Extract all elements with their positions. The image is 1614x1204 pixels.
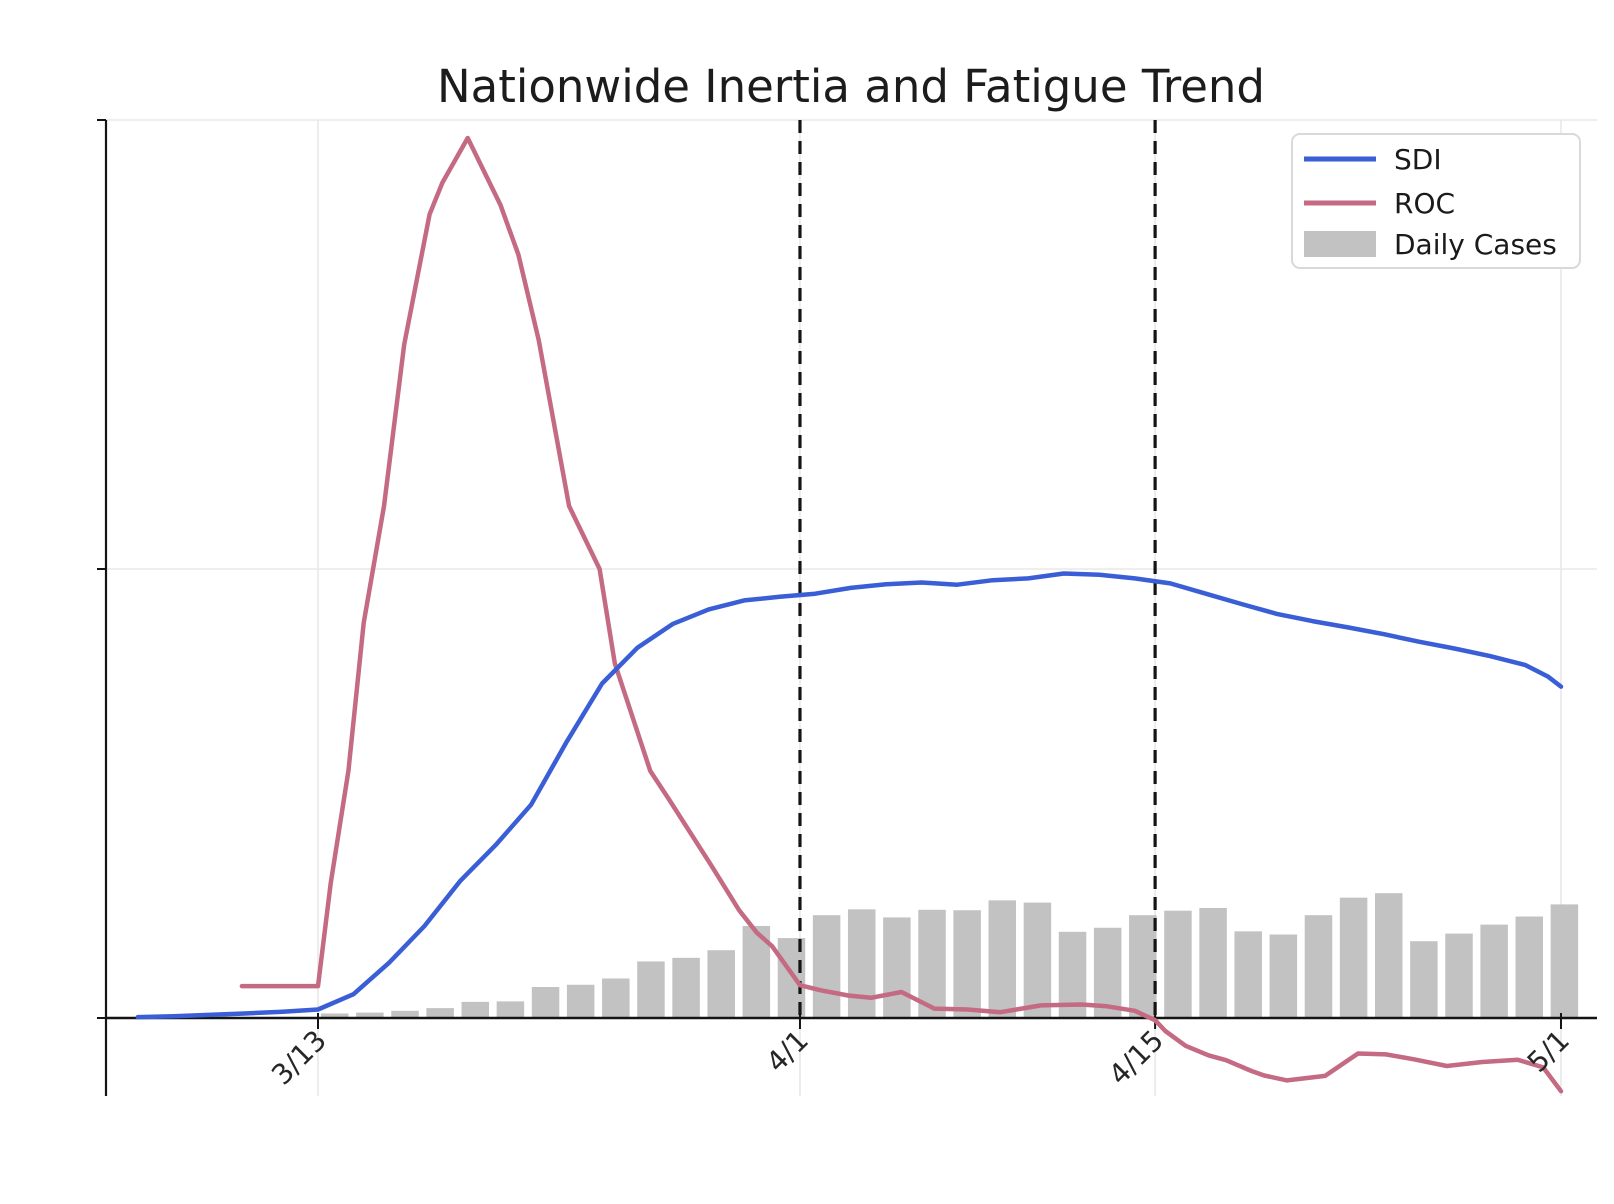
- bar: [461, 1001, 490, 1018]
- bar: [1234, 931, 1262, 1018]
- bar: [988, 900, 1017, 1018]
- chart-title: Nationwide Inertia and Fatigue Trend: [437, 60, 1265, 113]
- bar: [391, 1010, 419, 1018]
- bar: [1199, 907, 1227, 1018]
- bar: [812, 915, 841, 1018]
- chart-figure: 3/13 4/1 4/15 5/1 Nationwide Inertia and Fa…: [40, 16, 1614, 1188]
- bar: [356, 1012, 384, 1018]
- legend-entry-roc: ROC: [1304, 187, 1455, 220]
- bar: [847, 909, 876, 1018]
- bar: [496, 1001, 525, 1018]
- bar: [672, 957, 700, 1018]
- legend-bar-sample: [1304, 231, 1376, 257]
- x-tick-label: 4/1: [760, 1024, 815, 1079]
- bar: [637, 961, 665, 1018]
- legend: SDI ROC Daily Cases: [1291, 133, 1581, 269]
- bar: [1304, 915, 1333, 1018]
- legend-label: ROC: [1394, 187, 1455, 220]
- line-series: [135, 135, 1564, 1094]
- legend-label: SDI: [1394, 143, 1442, 176]
- bar: [426, 1008, 454, 1018]
- sdi-line: [135, 571, 1564, 1020]
- x-tick-label: 5/1: [1521, 1024, 1576, 1079]
- bar: [1023, 902, 1052, 1018]
- bar: [1129, 915, 1157, 1018]
- bar: [566, 984, 595, 1018]
- bar: [1374, 893, 1403, 1018]
- bar: [320, 1013, 349, 1018]
- bar: [1164, 910, 1192, 1018]
- event-vlines: [798, 120, 1157, 1018]
- legend-entry-sdi: SDI: [1304, 143, 1442, 176]
- bar: [1445, 933, 1473, 1018]
- bar: [1339, 897, 1368, 1018]
- bar: [602, 978, 630, 1018]
- bar: [953, 910, 981, 1018]
- bar: [1480, 924, 1508, 1018]
- bar: [1515, 916, 1544, 1018]
- bar: [1550, 904, 1579, 1018]
- bar: [531, 987, 560, 1018]
- x-tick-label: 3/13: [265, 1024, 333, 1092]
- legend-label: Daily Cases: [1394, 228, 1557, 261]
- bar: [1093, 927, 1122, 1018]
- axes: [97, 119, 1597, 1096]
- x-tick-labels: 3/13 4/1 4/15 5/1: [265, 1024, 1576, 1092]
- chart-canvas: 3/13 4/1 4/15 5/1 Nationwide Inertia and Fa…: [97, 60, 1597, 1096]
- x-tick-label: 4/15: [1102, 1024, 1170, 1092]
- roc-line: [239, 135, 1564, 1094]
- bar: [918, 909, 946, 1018]
- bar: [707, 950, 735, 1018]
- daily-cases-bars: [320, 893, 1579, 1018]
- legend-entry-daily-cases: Daily Cases: [1304, 228, 1557, 261]
- bar: [1410, 941, 1438, 1018]
- bar: [883, 917, 911, 1018]
- bar: [1269, 934, 1298, 1018]
